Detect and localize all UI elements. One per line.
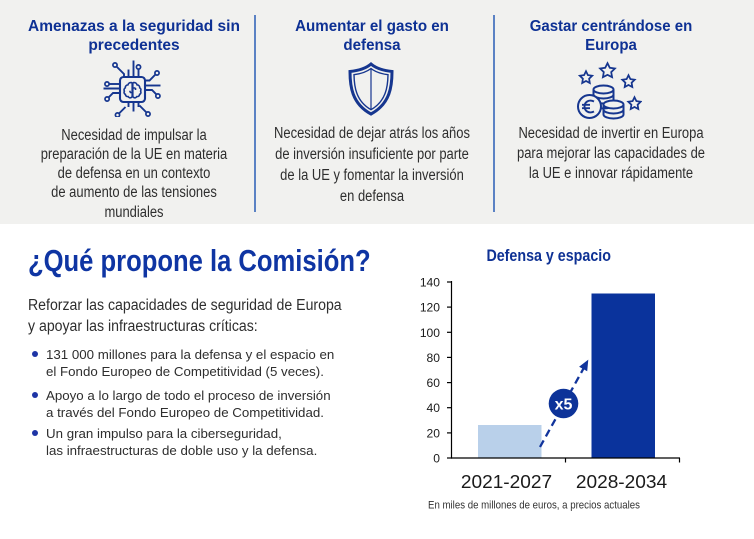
svg-text:x5: x5 [555, 396, 573, 413]
svg-text:En miles de millones de euros,: En miles de millones de euros, a precios… [428, 500, 640, 512]
svg-text:2021-2027: 2021-2027 [461, 472, 552, 492]
svg-text:Defensa y espacio: Defensa y espacio [486, 246, 611, 265]
svg-text:100: 100 [420, 326, 440, 340]
svg-text:120: 120 [420, 301, 440, 315]
svg-text:20: 20 [427, 426, 441, 440]
svg-text:2028-2034: 2028-2034 [576, 472, 667, 492]
svg-text:140: 140 [420, 276, 440, 290]
svg-text:60: 60 [427, 376, 441, 390]
svg-text:80: 80 [427, 351, 441, 365]
svg-text:0: 0 [433, 452, 440, 466]
svg-text:40: 40 [427, 401, 441, 415]
